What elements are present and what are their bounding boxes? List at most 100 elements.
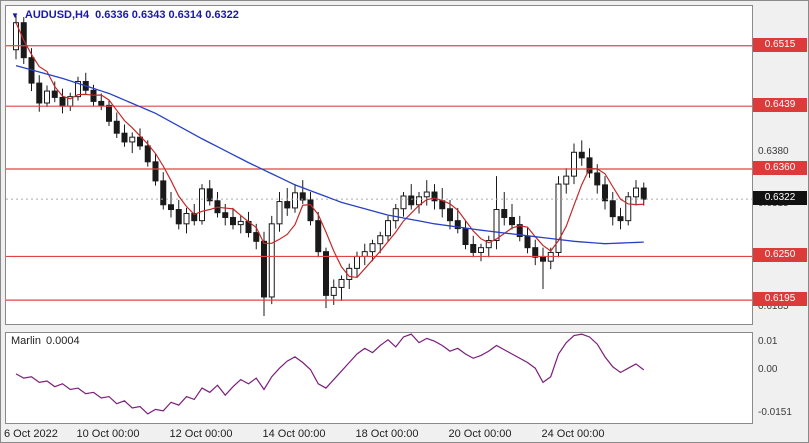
candle-body xyxy=(509,216,515,226)
time-axis-label: 12 Oct 00:00 xyxy=(169,428,233,440)
candle-body xyxy=(144,145,151,163)
candle-body xyxy=(175,209,182,225)
candle-body xyxy=(253,232,260,242)
price-level-badge: 0.6515 xyxy=(753,37,807,52)
candle-body xyxy=(330,286,337,296)
candle-body xyxy=(59,96,66,107)
time-axis-label: 10 Oct 00:00 xyxy=(76,428,140,440)
candle-body xyxy=(454,220,461,230)
candle-body xyxy=(323,251,329,296)
ohlc-values: 0.6336 0.6343 0.6314 0.6322 xyxy=(95,9,239,21)
price-level-badge: 0.6439 xyxy=(753,98,807,113)
time-axis-label: 14 Oct 00:00 xyxy=(262,428,326,440)
candle-body xyxy=(237,220,244,226)
candle-body xyxy=(284,201,291,209)
candle-body xyxy=(292,192,298,209)
indicator-header: Marlin 0.0004 xyxy=(11,335,80,347)
chart-header: ▼ AUDUSD,H4 0.6336 0.6343 0.6314 0.6322 xyxy=(11,9,239,21)
time-axis-label: 6 Oct 2022 xyxy=(4,428,58,440)
candle-body xyxy=(563,175,570,185)
symbol-period-label: AUDUSD,H4 xyxy=(24,9,90,21)
candle-body xyxy=(571,151,577,177)
candle-body xyxy=(423,191,430,198)
candle-body xyxy=(152,161,159,182)
candle-body xyxy=(230,216,236,226)
candle-body xyxy=(75,81,81,98)
candle-body xyxy=(400,195,407,210)
price-level-badge: 0.6360 xyxy=(753,160,807,175)
candle-body xyxy=(540,256,546,262)
candle-body xyxy=(160,180,167,206)
candle-body xyxy=(633,187,639,198)
candle-body xyxy=(183,212,190,225)
candle-body xyxy=(392,208,399,222)
candle-body xyxy=(594,172,601,186)
indicator-axis-label: -0.0151 xyxy=(758,406,792,418)
candle-body xyxy=(168,204,174,211)
candle-body xyxy=(625,196,632,222)
candle-body xyxy=(447,208,453,222)
candle-body xyxy=(299,192,306,201)
candle-body xyxy=(36,82,43,104)
candle-body xyxy=(609,200,616,218)
candle-body xyxy=(462,228,469,246)
candle-body xyxy=(222,212,229,218)
candle-body xyxy=(98,100,105,106)
candle-body xyxy=(361,251,368,257)
candle-body xyxy=(261,240,267,298)
candle-body xyxy=(106,104,112,122)
candle-body xyxy=(586,157,593,174)
marlin-line xyxy=(15,333,645,415)
price-chart-panel[interactable]: ▼ AUDUSD,H4 0.6336 0.6343 0.6314 0.6322 xyxy=(5,5,753,325)
candle-body xyxy=(276,201,283,225)
candlestick-chart[interactable] xyxy=(6,6,752,324)
candle-body xyxy=(315,220,322,253)
chart-symbol-icon: ▼ xyxy=(11,10,19,20)
candle-body xyxy=(44,90,50,104)
candle-body xyxy=(524,236,531,249)
candle-body xyxy=(90,89,97,102)
candle-body xyxy=(602,184,608,202)
candle-body xyxy=(578,151,585,159)
candle-body xyxy=(493,209,500,242)
marlin-indicator-chart[interactable] xyxy=(6,333,752,423)
candle-body xyxy=(640,187,647,200)
price-level-badge: 0.6250 xyxy=(753,248,807,263)
candle-body xyxy=(516,224,523,238)
candle-body xyxy=(199,188,205,222)
time-axis-label: 20 Oct 00:00 xyxy=(448,428,512,440)
candle-body xyxy=(191,212,198,222)
candle-body xyxy=(377,235,384,245)
ma-fast-line xyxy=(15,22,644,279)
candle-body xyxy=(268,223,275,298)
indicator-axis-label: 0.00 xyxy=(758,364,778,376)
indicator-axis-label: 0.01 xyxy=(758,335,778,347)
price-level-badge: 0.6195 xyxy=(753,292,807,307)
candle-body xyxy=(307,199,314,222)
indicator-current-value: 0.0004 xyxy=(45,335,80,347)
candle-body xyxy=(485,240,492,249)
candle-body xyxy=(385,220,391,237)
candle-body xyxy=(408,195,415,206)
candle-body xyxy=(532,247,539,258)
candle-body xyxy=(137,136,143,147)
candle-body xyxy=(501,209,508,218)
ma-slow-line xyxy=(15,64,644,245)
candle-body xyxy=(338,278,345,288)
price-axis-label: 0.6185 xyxy=(758,301,789,313)
candle-body xyxy=(51,90,58,98)
time-axis-label: 18 Oct 00:00 xyxy=(355,428,419,440)
candle-body xyxy=(617,216,624,222)
candle-body xyxy=(121,132,128,143)
price-axis-label: 0.6380 xyxy=(758,146,789,158)
current-price-badge: 0.6322 xyxy=(753,191,807,206)
indicator-name: Marlin xyxy=(11,335,41,347)
indicator-panel[interactable]: Marlin 0.0004 xyxy=(5,332,753,424)
candle-body xyxy=(470,244,477,253)
time-axis-label: 24 Oct 00:00 xyxy=(541,428,605,440)
candle-body xyxy=(354,255,360,269)
candle-body xyxy=(431,191,438,202)
candle-body xyxy=(129,136,136,143)
candle-body xyxy=(206,188,213,202)
